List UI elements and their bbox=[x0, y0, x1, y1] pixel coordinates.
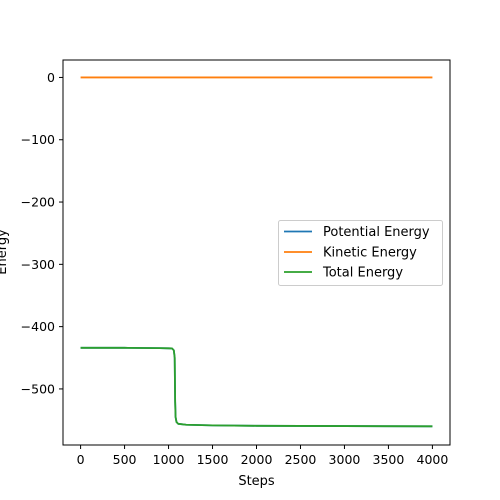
x-tick-label: 4000 bbox=[417, 452, 449, 467]
x-tick-label: 500 bbox=[113, 452, 137, 467]
x-tick-label: 2000 bbox=[241, 452, 273, 467]
y-tick-label: −200 bbox=[21, 195, 55, 210]
x-axis-label: Steps bbox=[238, 474, 275, 489]
series-line-0 bbox=[80, 346, 433, 428]
plot-lines bbox=[80, 76, 433, 428]
x-tick-label: 3000 bbox=[329, 452, 361, 467]
legend-box bbox=[278, 220, 443, 286]
legend-label-kinetic: Kinetic Energy bbox=[323, 246, 417, 261]
x-tick-label: 2500 bbox=[285, 452, 317, 467]
x-tick-label: 1000 bbox=[153, 452, 185, 467]
legend-label-total: Total Energy bbox=[322, 266, 403, 281]
y-axis-ticks: 0 −100 −200 −300 −400 −500 bbox=[21, 70, 63, 396]
series-line-2 bbox=[80, 346, 433, 428]
y-tick-label: −400 bbox=[21, 319, 55, 334]
y-tick-label: −300 bbox=[21, 257, 55, 272]
y-tick-label: −500 bbox=[21, 381, 55, 396]
y-tick-label: 0 bbox=[47, 70, 55, 85]
x-tick-label: 1500 bbox=[197, 452, 229, 467]
legend: Potential Energy Kinetic Energy Total En… bbox=[278, 220, 443, 286]
y-axis-label: Energy bbox=[0, 229, 10, 275]
x-tick-label: 0 bbox=[77, 452, 85, 467]
legend-label-potential: Potential Energy bbox=[323, 225, 430, 240]
x-tick-label: 3500 bbox=[373, 452, 405, 467]
y-tick-label: −100 bbox=[21, 132, 55, 147]
x-axis-ticks: 0 500 1000 1500 2000 2500 3000 3500 4000 bbox=[77, 445, 449, 467]
